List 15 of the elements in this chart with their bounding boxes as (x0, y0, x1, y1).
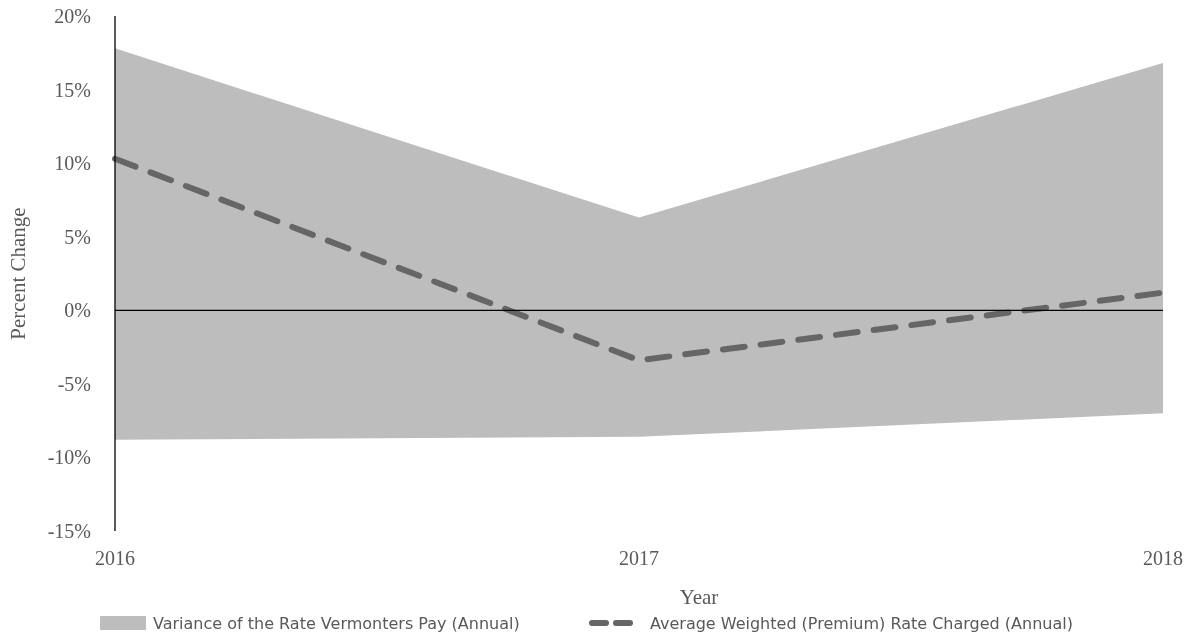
x-axis-title: Year (679, 585, 719, 609)
x-tick-label: 2017 (619, 547, 659, 569)
x-tick-label: 2016 (95, 547, 135, 569)
y-tick-label: -5% (57, 372, 91, 395)
y-tick-label: 20% (54, 5, 91, 27)
y-tick-label: 0% (64, 299, 91, 322)
legend-label: Average Weighted (Premium) Rate Charged (Annual) (650, 613, 1073, 633)
y-tick-label: -10% (47, 446, 91, 469)
y-tick-label: 10% (54, 152, 91, 175)
legend-label: Variance of the Rate Vermonters Pay (Annual) (153, 613, 520, 633)
x-tick-label: 2018 (1143, 547, 1183, 569)
y-tick-label: 5% (64, 225, 91, 248)
y-tick-label: -15% (47, 520, 91, 542)
y-axis-title: Percent Change (6, 207, 30, 340)
y-tick-label: 15% (54, 78, 91, 101)
